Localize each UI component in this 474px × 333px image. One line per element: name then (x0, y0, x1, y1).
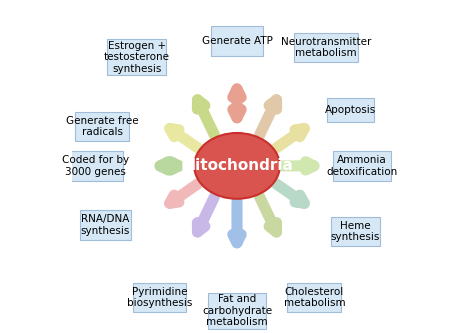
Text: Generate ATP: Generate ATP (201, 36, 273, 46)
FancyBboxPatch shape (133, 283, 186, 312)
Ellipse shape (194, 133, 280, 199)
Text: Cholesterol
metabolism: Cholesterol metabolism (283, 287, 345, 308)
FancyBboxPatch shape (210, 26, 264, 56)
FancyBboxPatch shape (331, 217, 380, 246)
FancyBboxPatch shape (327, 98, 374, 122)
FancyBboxPatch shape (80, 210, 131, 240)
Text: Ammonia
detoxification: Ammonia detoxification (327, 155, 398, 177)
Text: Coded for by
3000 genes: Coded for by 3000 genes (62, 155, 129, 177)
Text: Heme
synthesis: Heme synthesis (331, 221, 380, 242)
FancyBboxPatch shape (208, 293, 266, 329)
Text: Pyrimidine
biosynthesis: Pyrimidine biosynthesis (127, 287, 192, 308)
Text: Fat and
carbohydrate
metabolism: Fat and carbohydrate metabolism (202, 294, 272, 327)
FancyBboxPatch shape (294, 33, 358, 62)
FancyBboxPatch shape (287, 283, 341, 312)
Text: Generate free
radicals: Generate free radicals (66, 116, 138, 137)
FancyBboxPatch shape (75, 112, 129, 141)
Text: Neurotransmitter
metabolism: Neurotransmitter metabolism (281, 37, 371, 58)
Text: Estrogen +
testosterone
synthesis: Estrogen + testosterone synthesis (104, 41, 170, 74)
Text: RNA/DNA
synthesis: RNA/DNA synthesis (81, 214, 130, 236)
FancyBboxPatch shape (68, 151, 123, 181)
FancyBboxPatch shape (107, 39, 166, 75)
Text: Apoptosis: Apoptosis (325, 105, 376, 115)
Text: Mitochondria: Mitochondria (181, 159, 293, 173)
FancyBboxPatch shape (333, 151, 391, 181)
